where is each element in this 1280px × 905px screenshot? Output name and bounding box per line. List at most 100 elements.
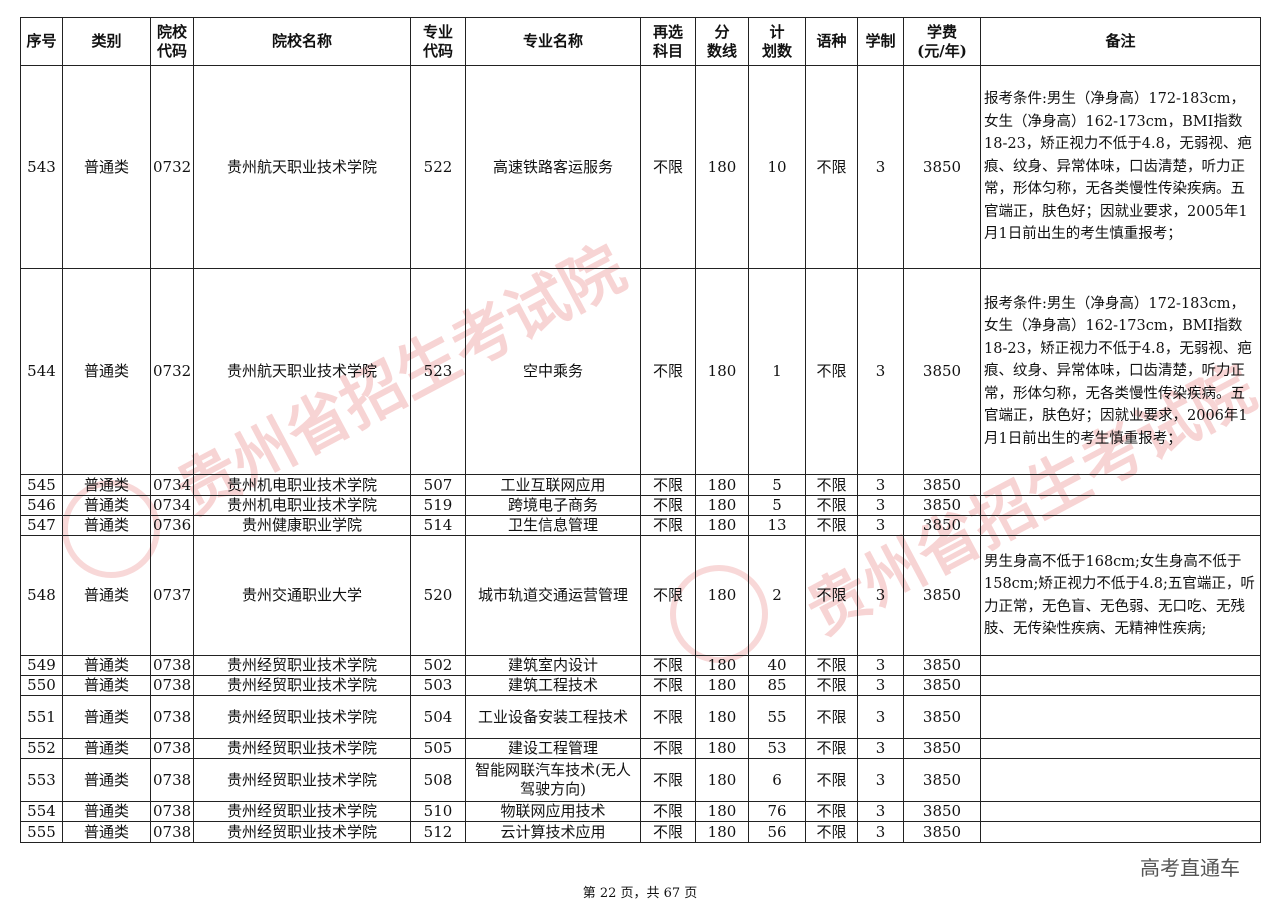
cell-tuition: 3850: [903, 738, 981, 759]
cell-subject: 不限: [640, 675, 696, 696]
cell-duration: 3: [857, 655, 904, 676]
header-seq: 序号: [20, 17, 63, 66]
cell-tuition: 3850: [903, 695, 981, 739]
cell-score: 180: [695, 515, 749, 536]
cell-major-code: 510: [410, 801, 466, 822]
cell-school-code: 0738: [150, 738, 194, 759]
cell-major-code: 522: [410, 65, 466, 269]
cell-language: 不限: [805, 695, 858, 739]
cell-score: 180: [695, 268, 749, 475]
table-row: 551 普通类 0738 贵州经贸职业技术学院 504 工业设备安装工程技术 不限 180 55…: [20, 695, 1261, 739]
cell-duration: 3: [857, 801, 904, 822]
cell-category: 普通类: [62, 535, 151, 656]
table-row: 546 普通类 0734 贵州机电职业技术学院 519 跨境电子商务 不限 180 5 不限 3 38…: [20, 495, 1261, 516]
cell-subject: 不限: [640, 515, 696, 536]
cell-major-name: 跨境电子商务: [465, 495, 641, 516]
cell-language: 不限: [805, 675, 858, 696]
cell-seq: 545: [20, 474, 63, 496]
cell-score: 180: [695, 65, 749, 269]
cell-notes: [980, 515, 1261, 536]
cell-subject: 不限: [640, 535, 696, 656]
cell-school-code: 0732: [150, 65, 194, 269]
header-school-name: 院校名称: [193, 17, 411, 66]
cell-category: 普通类: [62, 474, 151, 496]
table-row: 545 普通类 0734 贵州机电职业技术学院 507 工业互联网应用 不限 180 5 不限 3 3…: [20, 474, 1261, 496]
cell-school-name: 贵州健康职业学院: [193, 515, 411, 536]
cell-subject: 不限: [640, 801, 696, 822]
cell-tuition: 3850: [903, 801, 981, 822]
cell-seq: 546: [20, 495, 63, 516]
cell-plan: 76: [748, 801, 806, 822]
cell-tuition: 3850: [903, 495, 981, 516]
cell-subject: 不限: [640, 268, 696, 475]
header-major-code: 专业 代码: [410, 17, 466, 66]
cell-notes: [980, 675, 1261, 696]
cell-major-name: 云计算技术应用: [465, 821, 641, 843]
cell-plan: 5: [748, 474, 806, 496]
cell-seq: 548: [20, 535, 63, 656]
cell-notes: 男生身高不低于168cm;女生身高不低于158cm;矫正视力不低于4.8;五官端…: [980, 535, 1261, 656]
cell-plan: 55: [748, 695, 806, 739]
cell-language: 不限: [805, 738, 858, 759]
cell-duration: 3: [857, 515, 904, 536]
cell-major-code: 504: [410, 695, 466, 739]
cell-school-code: 0738: [150, 695, 194, 739]
cell-category: 普通类: [62, 738, 151, 759]
cell-language: 不限: [805, 495, 858, 516]
cell-duration: 3: [857, 758, 904, 802]
cell-plan: 56: [748, 821, 806, 843]
cell-language: 不限: [805, 268, 858, 475]
cell-notes: [980, 474, 1261, 496]
cell-language: 不限: [805, 758, 858, 802]
cell-plan: 6: [748, 758, 806, 802]
table-row: 554 普通类 0738 贵州经贸职业技术学院 510 物联网应用技术 不限 180 76 不限 3…: [20, 801, 1261, 822]
cell-notes: [980, 655, 1261, 676]
cell-category: 普通类: [62, 655, 151, 676]
cell-notes: 报考条件:男生（净身高）172-183cm，女生（净身高）162-173cm，B…: [980, 65, 1261, 269]
cell-major-name: 建设工程管理: [465, 738, 641, 759]
admission-table: 序号 类别 院校 代码 院校名称 专业 代码 专业名称 再选 科目分 数线计 划数 语种 学制学…: [20, 17, 1261, 843]
table-row: 547 普通类 0736 贵州健康职业学院 514 卫生信息管理 不限 180 13 不限 3 385…: [20, 515, 1261, 536]
cell-category: 普通类: [62, 65, 151, 269]
cell-category: 普通类: [62, 758, 151, 802]
cell-language: 不限: [805, 655, 858, 676]
cell-score: 180: [695, 495, 749, 516]
table-row: 548 普通类 0737 贵州交通职业大学 520 城市轨道交通运营管理 不限 180 2 不限 3…: [20, 535, 1261, 656]
cell-subject: 不限: [640, 738, 696, 759]
cell-score: 180: [695, 535, 749, 656]
cell-language: 不限: [805, 801, 858, 822]
cell-language: 不限: [805, 474, 858, 496]
cell-plan: 5: [748, 495, 806, 516]
cell-duration: 3: [857, 535, 904, 656]
cell-score: 180: [695, 695, 749, 739]
cell-school-name: 贵州机电职业技术学院: [193, 495, 411, 516]
cell-score: 180: [695, 474, 749, 496]
cell-score: 180: [695, 758, 749, 802]
cell-seq: 553: [20, 758, 63, 802]
table-row: 553 普通类 0738 贵州经贸职业技术学院 508 智能网联汽车技术(无人驾驶方向) 不…: [20, 758, 1261, 802]
cell-duration: 3: [857, 474, 904, 496]
cell-subject: 不限: [640, 65, 696, 269]
cell-category: 普通类: [62, 268, 151, 475]
cell-category: 普通类: [62, 675, 151, 696]
cell-major-code: 508: [410, 758, 466, 802]
cell-subject: 不限: [640, 495, 696, 516]
cell-notes: [980, 695, 1261, 739]
header-tuition: 学费 (元/年): [903, 17, 981, 66]
cell-school-name: 贵州经贸职业技术学院: [193, 801, 411, 822]
cell-plan: 1: [748, 268, 806, 475]
cell-seq: 552: [20, 738, 63, 759]
header-notes: 备注: [980, 17, 1261, 66]
cell-language: 不限: [805, 515, 858, 536]
cell-school-code: 0734: [150, 495, 194, 516]
cell-school-name: 贵州经贸职业技术学院: [193, 821, 411, 843]
cell-school-name: 贵州航天职业技术学院: [193, 65, 411, 269]
cell-notes: 报考条件:男生（净身高）172-183cm，女生（净身高）162-173cm，B…: [980, 268, 1261, 475]
cell-tuition: 3850: [903, 675, 981, 696]
cell-category: 普通类: [62, 821, 151, 843]
cell-major-code: 502: [410, 655, 466, 676]
header-major-name: 专业名称: [465, 17, 641, 66]
cell-tuition: 3850: [903, 474, 981, 496]
cell-major-name: 工业设备安装工程技术: [465, 695, 641, 739]
cell-plan: 53: [748, 738, 806, 759]
